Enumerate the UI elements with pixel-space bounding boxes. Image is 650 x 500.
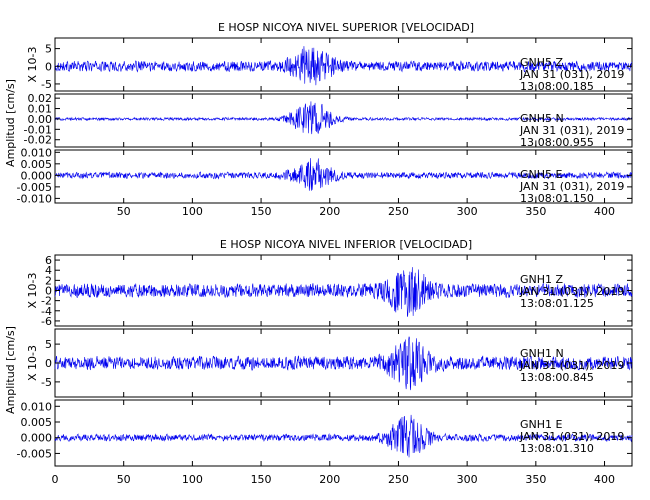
panel-2-trace-3-ytick-label: 0.010 xyxy=(21,400,53,413)
panel-2-trace-1-scale-label: X 10-3 xyxy=(26,273,39,309)
panel-1-xtick-label: 300 xyxy=(457,205,478,218)
panel-1-xtick-label: 350 xyxy=(525,205,546,218)
panel-2-trace-1-ytick-label: 4 xyxy=(45,264,52,277)
panel-1-trace-1-annotation-line: 13:08:00.185 xyxy=(520,80,594,93)
panel-1-trace-2-ytick-label: 0.01 xyxy=(28,103,53,116)
panel-1-trace-1-frame xyxy=(54,37,633,92)
panel-1-trace-3-waveform xyxy=(54,158,633,191)
panel-1-trace-1-ytick-label: 0 xyxy=(45,60,52,73)
panel-2-trace-1-annotation-line: GNH1 Z xyxy=(520,273,564,286)
panel-1-xtick-label: 50 xyxy=(117,205,131,218)
panel-1-trace-2-waveform xyxy=(54,101,633,135)
panel-2-trace-1-waveform xyxy=(54,267,633,317)
panel-2-trace-3-waveform xyxy=(54,414,633,458)
panel-2-trace-2-ytick-label: 0 xyxy=(45,357,52,370)
panel-1-trace-3-ytick-label: 0.000 xyxy=(21,169,53,182)
panel-2-trace-1-ytick-label: 2 xyxy=(45,274,52,287)
panel-2-trace-2-annotation-line: JAN 31 (031), 2019 xyxy=(519,359,624,372)
panel-1-trace-3-annotation-line: GNH5 E xyxy=(520,168,563,181)
panel-1-trace-1-ytick-label: -5 xyxy=(41,78,52,91)
panel-2-xtick-label: 400 xyxy=(594,473,615,486)
panel-1-xtick-label: 200 xyxy=(319,205,340,218)
panel-1-trace-2-annotation-line: JAN 31 (031), 2019 xyxy=(519,124,624,137)
panel-1-ylabel: Amplitud [cm/s] xyxy=(4,79,17,167)
panel-1-trace-1-annotation-line: GNH5 Z xyxy=(520,56,564,69)
panel-2-trace-3-annotation-line: GNH1 E xyxy=(520,418,563,431)
panel-2-trace-3-ytick-label: 0.000 xyxy=(21,432,53,445)
panel-1-trace-3-ytick-label: 0.005 xyxy=(21,158,53,171)
panel-2-trace-2-waveform xyxy=(54,336,633,391)
panel-2-trace-2-annotation-line: 13:08:00.845 xyxy=(520,371,594,384)
panel-1-trace-2-ytick-label: -0.01 xyxy=(24,123,52,136)
panel-1-xtick-label: 100 xyxy=(182,205,203,218)
panel-2-xtick-label: 100 xyxy=(182,473,203,486)
panel-2-xtick-label: 0 xyxy=(52,473,59,486)
panel-2-trace-1-ytick-label: 6 xyxy=(45,254,52,267)
panel-1-trace-2-ytick-label: -0.02 xyxy=(24,134,52,147)
panel-2-trace-1-ytick-label: -2 xyxy=(41,295,52,308)
panel-1-trace-2-annotation-line: GNH5 N xyxy=(520,112,564,125)
panel-1-xtick-label: 150 xyxy=(251,205,272,218)
panel-2-xtick-label: 250 xyxy=(388,473,409,486)
panel-1-trace-2-annotation-line: 13:08:00.955 xyxy=(520,136,594,149)
panel-2-trace-3-annotation-line: 13:08:01.310 xyxy=(520,442,594,455)
panel-1-trace-1-annotation-line: JAN 31 (031), 2019 xyxy=(519,68,624,81)
panel-1-trace-2-frame xyxy=(54,93,633,148)
panel-1-trace-1-ytick-label: 5 xyxy=(45,43,52,56)
panel-2-trace-1-ytick-label: -6 xyxy=(41,315,52,328)
panel-2-trace-2-ytick-label: 5 xyxy=(45,338,52,351)
panel-2-xtick-label: 350 xyxy=(525,473,546,486)
panel-1-trace-3-frame xyxy=(54,149,633,204)
panel-1-trace-3-ytick-label: 0.010 xyxy=(21,146,53,159)
panel-1-xtick-label: 250 xyxy=(388,205,409,218)
panel-1-trace-3-ytick-label: -0.010 xyxy=(17,192,52,205)
panel-2-trace-1-ytick-label: -4 xyxy=(41,305,52,318)
panel-2-trace-1-annotation-line: JAN 31 (031), 2019 xyxy=(519,285,624,298)
panel-1-title: E HOSP NICOYA NIVEL SUPERIOR [VELOCIDAD] xyxy=(218,21,474,34)
panel-2-trace-1-ytick-label: 0 xyxy=(45,285,52,298)
panel-2-trace-1-annotation-line: 13:08:01.125 xyxy=(520,297,594,310)
panel-2-trace-2-scale-label: X 10-3 xyxy=(26,345,39,381)
panel-2-trace-2-ytick-label: -5 xyxy=(41,376,52,389)
panel-2-title: E HOSP NICOYA NIVEL INFERIOR [VELOCIDAD] xyxy=(220,238,472,251)
panel-2-trace-3-annotation-line: JAN 31 (031), 2019 xyxy=(519,430,624,443)
panel-1-xtick-label: 400 xyxy=(594,205,615,218)
panel-2-trace-3-frame xyxy=(54,399,633,467)
panel-2-xtick-label: 200 xyxy=(319,473,340,486)
panel-2-xtick-label: 300 xyxy=(457,473,478,486)
panel-1-trace-3-ytick-label: -0.005 xyxy=(17,181,52,194)
panel-1-trace-1-scale-label: X 10-3 xyxy=(26,47,39,83)
panel-1-trace-2-ytick-label: 0.02 xyxy=(28,92,53,105)
panel-1-trace-1-waveform xyxy=(54,46,633,86)
panel-1-trace-3-annotation-line: 13:08:01.150 xyxy=(520,192,594,205)
panel-2-xtick-label: 50 xyxy=(117,473,131,486)
panel-1-trace-2-ytick-label: 0.00 xyxy=(28,113,53,126)
panel-2-ylabel: Amplitud [cm/s] xyxy=(4,326,17,414)
panel-2-trace-2-annotation-line: GNH1 N xyxy=(520,347,564,360)
panel-2-trace-3-ytick-label: -0.005 xyxy=(17,447,52,460)
panel-2-trace-3-ytick-label: 0.005 xyxy=(21,416,53,429)
panel-1-trace-3-annotation-line: JAN 31 (031), 2019 xyxy=(519,180,624,193)
panel-2-xtick-label: 150 xyxy=(251,473,272,486)
